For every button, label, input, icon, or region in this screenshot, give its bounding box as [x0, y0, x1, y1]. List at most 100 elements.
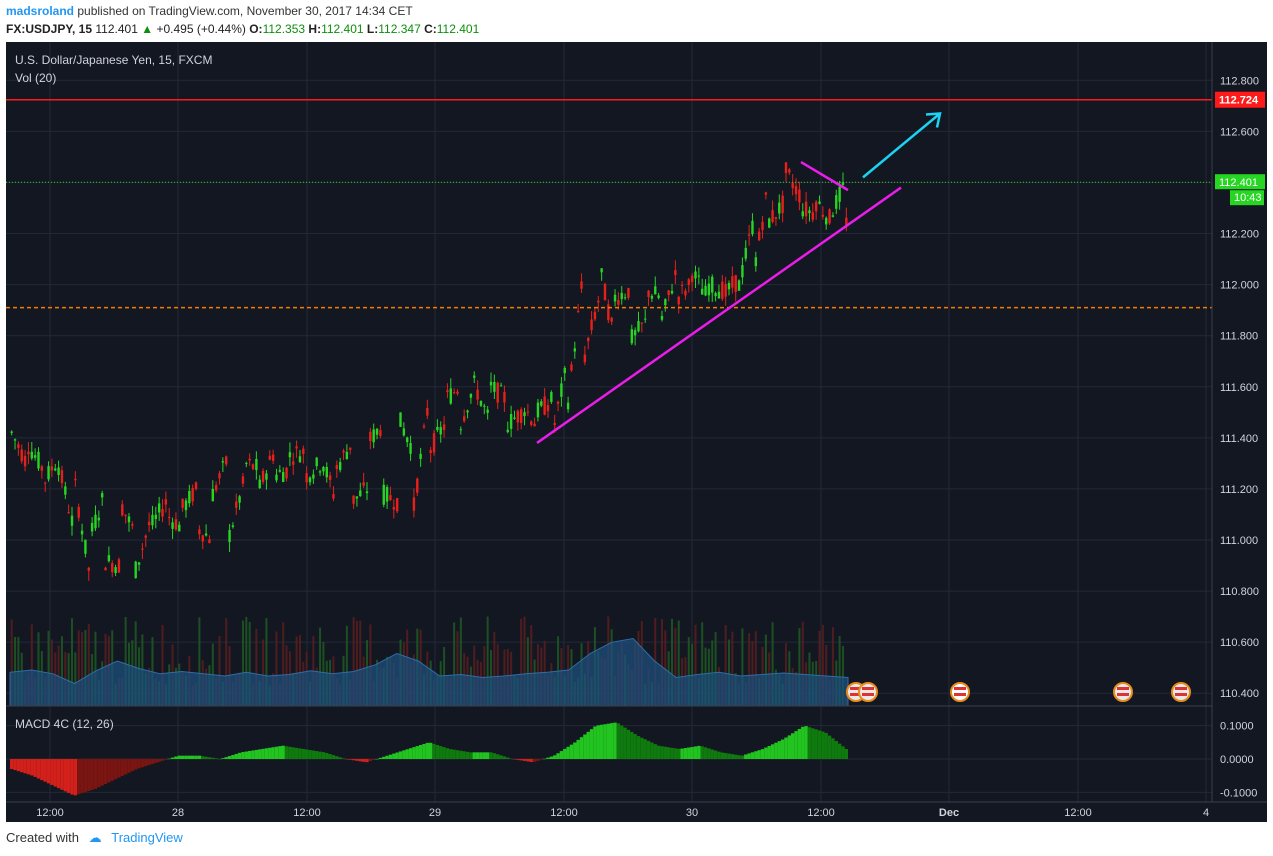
- volume-bar: [275, 631, 278, 706]
- macd-bar: [807, 727, 812, 759]
- candle-body: [328, 475, 332, 480]
- volume-bar: [241, 620, 244, 706]
- macd-bar: [831, 738, 835, 759]
- macd-bar: [418, 745, 423, 759]
- candle-body: [338, 462, 342, 471]
- candle-body: [422, 425, 426, 428]
- macd-bar: [331, 755, 336, 759]
- macd-bar: [780, 739, 785, 759]
- macd-bar: [670, 747, 674, 759]
- price-tick-label: 111.400: [1220, 433, 1258, 445]
- time-tick-label: 28: [172, 807, 184, 819]
- candle-body: [238, 496, 241, 503]
- candle-body: [835, 195, 838, 209]
- macd-bar: [546, 757, 550, 759]
- candle-body: [325, 466, 328, 478]
- candle-body: [707, 283, 711, 296]
- candle-body: [27, 451, 30, 455]
- candle-body: [100, 493, 104, 498]
- candle-body: [613, 294, 617, 302]
- macd-bar: [63, 759, 67, 792]
- candle-body: [40, 466, 44, 471]
- macd-bar: [355, 759, 359, 761]
- macd-bar: [673, 748, 678, 759]
- change-up-icon: ▲: [141, 22, 154, 36]
- volume-bar: [319, 627, 322, 706]
- candle-body: [670, 290, 674, 294]
- candle-body: [546, 405, 550, 412]
- candle-body: [184, 500, 188, 511]
- candle-body: [74, 478, 77, 481]
- candle-body: [570, 364, 573, 371]
- high-value: 112.401: [321, 22, 364, 36]
- candle-body: [174, 519, 178, 530]
- candle-body: [781, 195, 784, 214]
- time-tick-label: Dec: [939, 807, 959, 819]
- macd-bar: [482, 752, 486, 759]
- candle-body: [657, 295, 660, 298]
- macd-bar: [707, 748, 711, 759]
- instrument-legend[interactable]: U.S. Dollar/Japanese Yen, 15, FXCM: [15, 53, 212, 67]
- volume-bar: [694, 624, 697, 706]
- macd-bar: [760, 749, 765, 759]
- macd-bar: [16, 759, 21, 772]
- low-value: 112.347: [378, 22, 421, 36]
- candles: [10, 162, 848, 581]
- candle-body: [674, 270, 677, 276]
- author-link[interactable]: madsroland: [6, 4, 75, 18]
- tradingview-link[interactable]: TradingView: [111, 830, 183, 845]
- candle-body: [23, 455, 27, 467]
- volume-bar: [60, 636, 63, 706]
- macd-bar: [365, 759, 369, 763]
- macd-bar: [817, 730, 822, 759]
- candle-body: [214, 485, 218, 491]
- candle-body: [650, 296, 654, 299]
- pennant-upper-line[interactable]: [800, 160, 849, 192]
- macd-bar: [824, 732, 828, 759]
- macd-bar: [435, 745, 440, 759]
- volume-bar: [161, 624, 164, 706]
- candle-body: [717, 291, 721, 299]
- macd-bar: [445, 748, 450, 759]
- trendline[interactable]: [536, 186, 902, 444]
- candle-body: [811, 212, 815, 220]
- macd-bar: [231, 754, 235, 759]
- candle-body: [305, 473, 308, 483]
- volume-bar: [456, 631, 459, 706]
- candle-body: [543, 396, 546, 415]
- candle-body: [466, 410, 469, 413]
- macd-bar: [757, 750, 761, 759]
- candle-body: [406, 437, 409, 443]
- volume-bar: [255, 628, 258, 706]
- macd-bar: [747, 753, 751, 759]
- macd-bar: [33, 759, 37, 777]
- candle-body: [245, 462, 248, 464]
- candle-body: [275, 474, 278, 481]
- macd-bar: [311, 750, 316, 759]
- chart-area[interactable]: 112.800112.600112.400112.200112.000111.8…: [6, 42, 1267, 822]
- event-flag-stripe: [862, 693, 874, 696]
- candle-body: [694, 271, 697, 279]
- candle-body: [587, 337, 590, 342]
- candle-body: [573, 348, 577, 352]
- macd-axis[interactable]: 0.1000 0.0000 -0.1000: [1220, 721, 1257, 800]
- macd-bar: [66, 759, 71, 793]
- volume-legend[interactable]: Vol (20): [15, 71, 56, 85]
- macd-bar: [100, 759, 104, 786]
- volume-bar: [831, 627, 834, 706]
- candle-body: [432, 433, 436, 453]
- volume-bar: [265, 618, 268, 706]
- macd-legend[interactable]: MACD 4C (12, 26): [15, 717, 114, 731]
- candle-body: [402, 428, 406, 436]
- candle-body: [365, 491, 369, 494]
- time-axis[interactable]: 12:00 28 12:00 29 12:00 30 12:00 Dec 12:00 4: [36, 807, 1209, 819]
- volume-bar: [37, 632, 40, 706]
- volume-bar: [764, 634, 767, 706]
- macd-bar: [767, 745, 771, 759]
- macd-bar: [392, 753, 396, 759]
- macd-bar: [388, 754, 393, 759]
- candle-body: [442, 424, 446, 430]
- macd-bar: [462, 751, 466, 759]
- projection-arrow[interactable]: [862, 112, 942, 179]
- candle-body: [439, 427, 442, 435]
